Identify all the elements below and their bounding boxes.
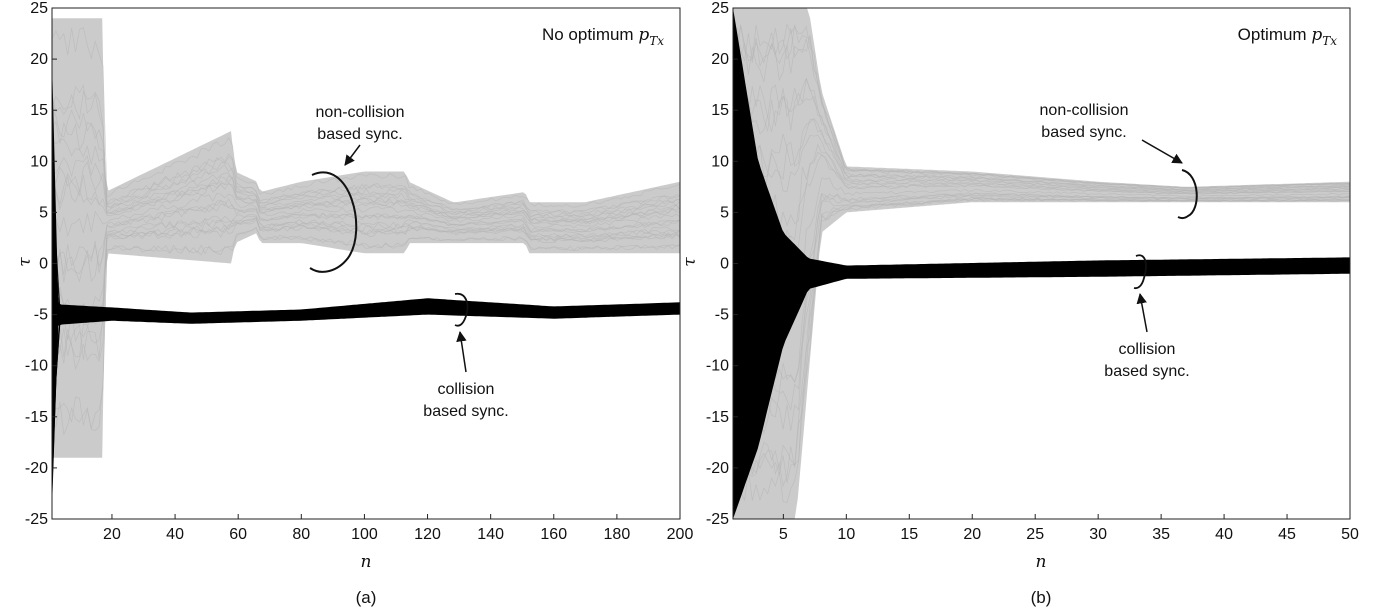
panel-a-x-tick-label: 60 — [229, 526, 247, 543]
panel-b-trajectory-line — [733, 197, 1350, 472]
panel-b-trajectory-line — [733, 198, 1350, 485]
panel-a-y-tick-label: 25 — [30, 0, 48, 17]
panel-a-y-tick-label: -15 — [25, 409, 48, 426]
panel-b-corner-label: Optimum pTx — [1238, 25, 1338, 48]
panel-a-corner-label: No optimum pTx — [542, 25, 664, 48]
panel-a-trajectory-line — [52, 229, 680, 435]
panel-b-x-tick-label: 5 — [779, 526, 788, 543]
panel-b-x-tick-label: 50 — [1341, 526, 1359, 543]
panel-a-trajectory-line — [52, 227, 680, 431]
panel-a-y-axis-label: τ — [15, 257, 35, 267]
chart-panel-a: 20 40 60 80 100 120 140 160 180 200 25 20 15 10 5 0 -5 -1… — [15, 0, 693, 607]
panel-b-noncollision-arrow — [1142, 140, 1182, 163]
panel-a-ticks: 20 40 60 80 100 120 140 160 180 200 25 20 15 10 5 0 -5 -1… — [25, 0, 694, 543]
panel-b-trajectory-line — [733, 268, 1350, 377]
panel-b-subfigure-label: (b) — [1031, 588, 1052, 607]
panel-b-y-tick-label: -10 — [706, 358, 729, 375]
panel-b-y-tick-label: 20 — [711, 51, 729, 68]
panel-b-collision-arrow — [1140, 294, 1147, 332]
panel-b-x-tick-label: 10 — [837, 526, 855, 543]
panel-b-y-tick-label: 25 — [711, 0, 729, 17]
panel-b-y-tick-label: -15 — [706, 409, 729, 426]
panel-b-x-tick-label: 25 — [1026, 526, 1044, 543]
panel-b-y-tick-label: 5 — [720, 204, 729, 221]
panel-b-series-collision — [733, 8, 1350, 519]
panel-b-y-tick-label: 0 — [720, 256, 729, 273]
panel-a-x-tick-label: 140 — [477, 526, 504, 543]
panel-a-x-tick-label: 80 — [292, 526, 310, 543]
panel-a-trajectory-line — [52, 311, 680, 431]
panel-a-y-tick-label: 15 — [30, 102, 48, 119]
panel-a-y-tick-label: 20 — [30, 51, 48, 68]
panel-a-subfigure-label: (a) — [356, 588, 377, 607]
panel-b-y-tick-label: -25 — [706, 511, 729, 528]
panel-b-x-tick-label: 20 — [963, 526, 981, 543]
panel-a-y-tick-label: -25 — [25, 511, 48, 528]
panel-a-y-tick-label: -5 — [34, 307, 48, 324]
panel-b-x-tick-label: 35 — [1152, 526, 1170, 543]
panel-a-y-tick-label: 0 — [39, 256, 48, 273]
panel-a-y-tick-label: -20 — [25, 460, 48, 477]
panel-a-series-noncollision — [52, 18, 680, 458]
panel-a-annotation-collision-line1: collision — [438, 381, 495, 398]
panel-b-trajectory-line — [733, 270, 1350, 411]
panel-a-x-tick-label: 200 — [667, 526, 694, 543]
panel-b-x-tick-label: 15 — [900, 526, 918, 543]
panel-a-annotation-collision-line2: based sync. — [423, 403, 508, 420]
panel-a-noncollision-arrow — [345, 145, 360, 165]
panel-b-y-tick-label: 10 — [711, 153, 729, 170]
panel-b-plot-area — [733, 8, 1350, 519]
panel-b-x-axis-label: n — [1036, 552, 1047, 572]
panel-b-trajectory-line — [733, 199, 1350, 503]
panel-b-trajectory-line — [733, 268, 1350, 386]
panel-a-trajectory-line — [52, 313, 680, 489]
panel-a-x-tick-label: 120 — [414, 526, 441, 543]
panel-a-x-tick-label: 160 — [540, 526, 567, 543]
panel-a-y-tick-label: -10 — [25, 358, 48, 375]
panel-a-x-tick-label: 180 — [604, 526, 631, 543]
panel-b-trajectory-line — [733, 195, 1350, 433]
panel-a-axes-frame — [52, 8, 680, 519]
panel-a-y-tick-label: 10 — [30, 153, 48, 170]
panel-a-plot-area — [52, 18, 680, 509]
panel-a-annotation-noncollision-line1: non-collision — [316, 104, 405, 121]
panel-b-y-tick-label: -20 — [706, 460, 729, 477]
panel-b-y-axis-label: τ — [680, 257, 700, 267]
panel-b-x-tick-label: 45 — [1278, 526, 1296, 543]
panel-b-y-tick-label: 15 — [711, 102, 729, 119]
panel-a-y-tick-label: 5 — [39, 204, 48, 221]
panel-b-annotation-markers — [1134, 140, 1197, 332]
panel-b-x-tick-label: 40 — [1215, 526, 1233, 543]
panel-a-x-tick-label: 100 — [351, 526, 378, 543]
panel-a-x-tick-label: 20 — [103, 526, 121, 543]
panel-b-band-collision — [733, 8, 1350, 519]
panel-b-trajectory-line — [733, 198, 1350, 486]
panel-b-x-tick-label: 30 — [1089, 526, 1107, 543]
panel-a-trajectory-line — [52, 313, 680, 470]
panel-b-annotation-collision-line1: collision — [1119, 341, 1176, 358]
panel-a-x-axis-label: n — [361, 552, 372, 572]
panel-b-annotation-noncollision-line1: non-collision — [1040, 102, 1129, 119]
panel-a-annotation-noncollision-line2: based sync. — [317, 126, 402, 143]
panel-b-annotation-noncollision-line2: based sync. — [1041, 124, 1126, 141]
panel-a-trajectory-line — [52, 312, 680, 454]
panel-a-collision-arrow — [460, 332, 466, 372]
chart-panel-b: 5 10 15 20 25 30 35 40 45 502520151050-5-10-15-20… — [680, 0, 1359, 607]
panel-b-annotation-collision-line2: based sync. — [1104, 363, 1189, 380]
panel-a-x-tick-label: 40 — [166, 526, 184, 543]
panel-b-y-tick-label: -5 — [715, 307, 729, 324]
